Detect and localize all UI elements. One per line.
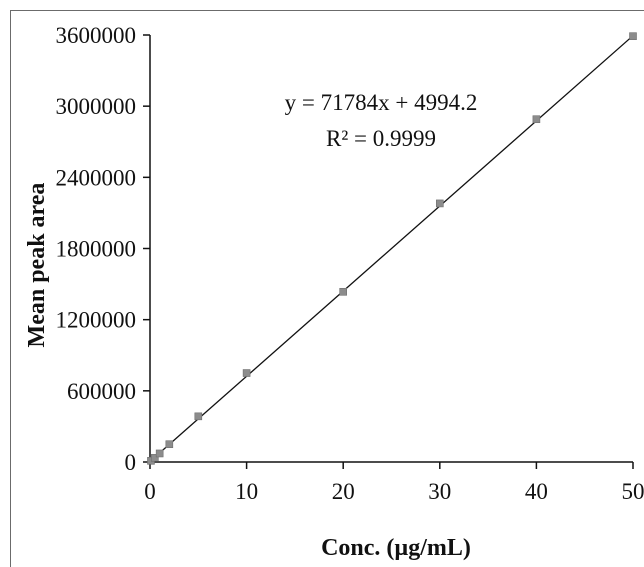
axis-ticks: 0 600000 1200000 1800000 2400000 3000000 36000… (56, 23, 644, 504)
x-tick-label: 40 (525, 479, 548, 504)
data-point (532, 115, 541, 124)
y-tick-label: 2400000 (56, 165, 137, 190)
y-tick-label: 1200000 (56, 308, 137, 333)
data-point (242, 369, 251, 377)
data-point (194, 412, 203, 421)
r-squared-label: R² = 0.9999 (326, 126, 436, 151)
chart-frame (10, 10, 644, 567)
y-tick-label: 3600000 (56, 23, 137, 48)
y-tick-label: 600000 (67, 379, 136, 404)
y-tick-label: 0 (125, 450, 137, 475)
data-point (629, 32, 637, 40)
data-point (435, 199, 444, 208)
data-point (165, 440, 174, 449)
y-tick-label: 3000000 (56, 94, 137, 119)
data-points (147, 32, 637, 465)
trendline-equation: y = 71784x + 4994.2 (285, 90, 478, 115)
data-point (151, 454, 159, 462)
y-axis-title: Mean peak area (24, 183, 50, 348)
x-tick-label: 0 (144, 479, 156, 504)
x-tick-label: 50 (622, 479, 644, 504)
y-tick-label: 1800000 (56, 237, 137, 262)
x-tick-label: 30 (428, 479, 451, 504)
x-tick-label: 10 (235, 479, 258, 504)
data-point (155, 449, 164, 458)
data-point (339, 287, 348, 296)
trendline (149, 35, 634, 462)
x-axis-title: Conc. (µg/mL) (321, 535, 471, 561)
x-tick-label: 20 (332, 479, 355, 504)
trendline-layer (149, 35, 634, 462)
